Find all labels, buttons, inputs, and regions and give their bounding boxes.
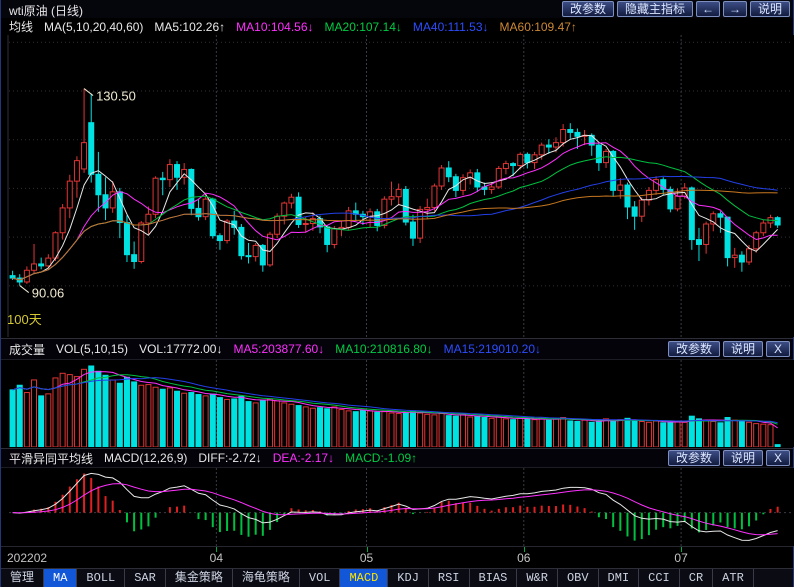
top-bar-buttons: 改参数 隐藏主指标 ← → 说明	[561, 1, 790, 17]
volume-params: VOL(5,10,15)	[56, 342, 129, 356]
ma-params: MA(5,10,20,40,60)	[44, 19, 144, 34]
top-bar: wti原油 (日线) 改参数 隐藏主指标 ← → 说明	[1, 0, 793, 18]
tab-w-r[interactable]: W&R	[517, 569, 558, 587]
tab-sar[interactable]: SAR	[125, 569, 166, 587]
tab-海龟策略[interactable]: 海龟策略	[233, 569, 300, 587]
tab-atr[interactable]: ATR	[713, 569, 754, 587]
main-price-chart[interactable]: 130.50 90.06 100天	[1, 35, 794, 337]
time-axis-label: 05	[359, 551, 374, 565]
macd-value: MACD:-1.09↑	[345, 451, 418, 465]
change-params-button[interactable]: 改参数	[667, 341, 720, 357]
help-button[interactable]: 说明	[749, 1, 790, 17]
ma-value: MA60:109.47↑	[499, 19, 577, 34]
ma-indicator-bar: 均线 MA(5,10,20,40,60) MA5:102.26↑ MA10:104…	[9, 19, 588, 35]
close-button[interactable]: X	[765, 450, 790, 466]
tab-vol[interactable]: VOL	[300, 569, 341, 587]
volume-label: 成交量	[9, 342, 46, 357]
ma-value: MA5:102.26↑	[154, 19, 226, 34]
time-axis-label: 07	[674, 551, 688, 565]
time-axis-label: 06	[517, 551, 531, 565]
macd-params: MACD(12,26,9)	[104, 451, 188, 465]
volume-value: MA10:210816.80↓	[335, 342, 433, 356]
ma-value: MA10:104.56↓	[236, 19, 314, 34]
time-axis-tick	[681, 547, 683, 552]
volume-value: MA15:219010.20↓	[443, 342, 542, 356]
time-axis-label: 04	[209, 551, 224, 565]
help-button[interactable]: 说明	[722, 450, 763, 466]
macd-values: DIFF:-2.72↓ DEA:-2.17↓ MACD:-1.09↑	[198, 451, 428, 465]
scroll-left-button[interactable]: ←	[695, 1, 720, 17]
volume-header-buttons: 改参数 说明 X	[667, 341, 790, 357]
ma-values: MA5:102.26↑ MA10:104.56↓ MA20:107.14↓ MA40:…	[154, 20, 588, 34]
time-axis-label: 202202	[7, 551, 48, 565]
macd-header: 平滑异同平均线 MACD(12,26,9) DIFF:-2.72↓ DEA:-2.…	[1, 448, 793, 468]
svg-text:100天: 100天	[7, 312, 42, 327]
scroll-right-button[interactable]: →	[722, 1, 747, 17]
change-params-button[interactable]: 改参数	[667, 450, 720, 466]
tab-rsi[interactable]: RSI	[429, 569, 470, 587]
ma-value: MA40:111.53↓	[412, 19, 489, 34]
svg-text:90.06: 90.06	[32, 286, 65, 301]
tab-bias[interactable]: BIAS	[470, 569, 518, 587]
volume-chart[interactable]	[1, 360, 794, 448]
hide-main-indicator-button[interactable]: 隐藏主指标	[616, 1, 693, 17]
tab-kdj[interactable]: KDJ	[388, 569, 429, 587]
tab-集金策略[interactable]: 集金策略	[166, 569, 233, 587]
volume-value: VOL:17772.00↓	[139, 342, 223, 356]
tab-管理[interactable]: 管理	[1, 569, 45, 587]
volume-values: VOL:17772.00↓ MA5:203877.60↓ MA10:210816.8…	[139, 342, 552, 356]
ma-label: 均线	[9, 20, 34, 34]
close-button[interactable]: X	[765, 341, 790, 357]
tab-ma[interactable]: MA	[44, 569, 78, 587]
macd-chart[interactable]	[1, 468, 794, 546]
time-axis: 202202 04 05 06 07	[1, 546, 793, 569]
volume-header: 成交量 VOL(5,10,15) VOL:17772.00↓ MA5:203877…	[1, 338, 793, 360]
macd-header-buttons: 改参数 说明 X	[667, 450, 790, 466]
tab-obv[interactable]: OBV	[558, 569, 599, 587]
ma-value: MA20:107.14↓	[324, 19, 402, 34]
chart-title: wti原油 (日线)	[9, 4, 83, 18]
indicator-tab-bar: 管理 MA BOLL SAR 集金策略 海龟策略 VOL MACD KDJ RSI BIAS W&R O…	[1, 568, 793, 587]
time-axis-tick	[523, 547, 525, 552]
macd-label: 平滑异同平均线	[9, 451, 94, 466]
change-params-button[interactable]: 改参数	[561, 1, 614, 17]
tab-boll[interactable]: BOLL	[77, 569, 126, 587]
help-button[interactable]: 说明	[722, 341, 763, 357]
tab-cci[interactable]: CCI	[639, 569, 680, 587]
macd-value: DEA:-2.17↓	[272, 451, 335, 465]
macd-value: DIFF:-2.72↓	[198, 451, 262, 465]
time-axis-tick	[216, 547, 218, 552]
tab-dmi[interactable]: DMI	[599, 569, 640, 587]
tab-macd[interactable]: MACD	[340, 569, 389, 587]
time-axis-tick	[366, 547, 368, 552]
tab-cr[interactable]: CR	[680, 569, 714, 587]
volume-value: MA5:203877.60↓	[233, 342, 325, 356]
svg-text:130.50: 130.50	[96, 89, 136, 104]
